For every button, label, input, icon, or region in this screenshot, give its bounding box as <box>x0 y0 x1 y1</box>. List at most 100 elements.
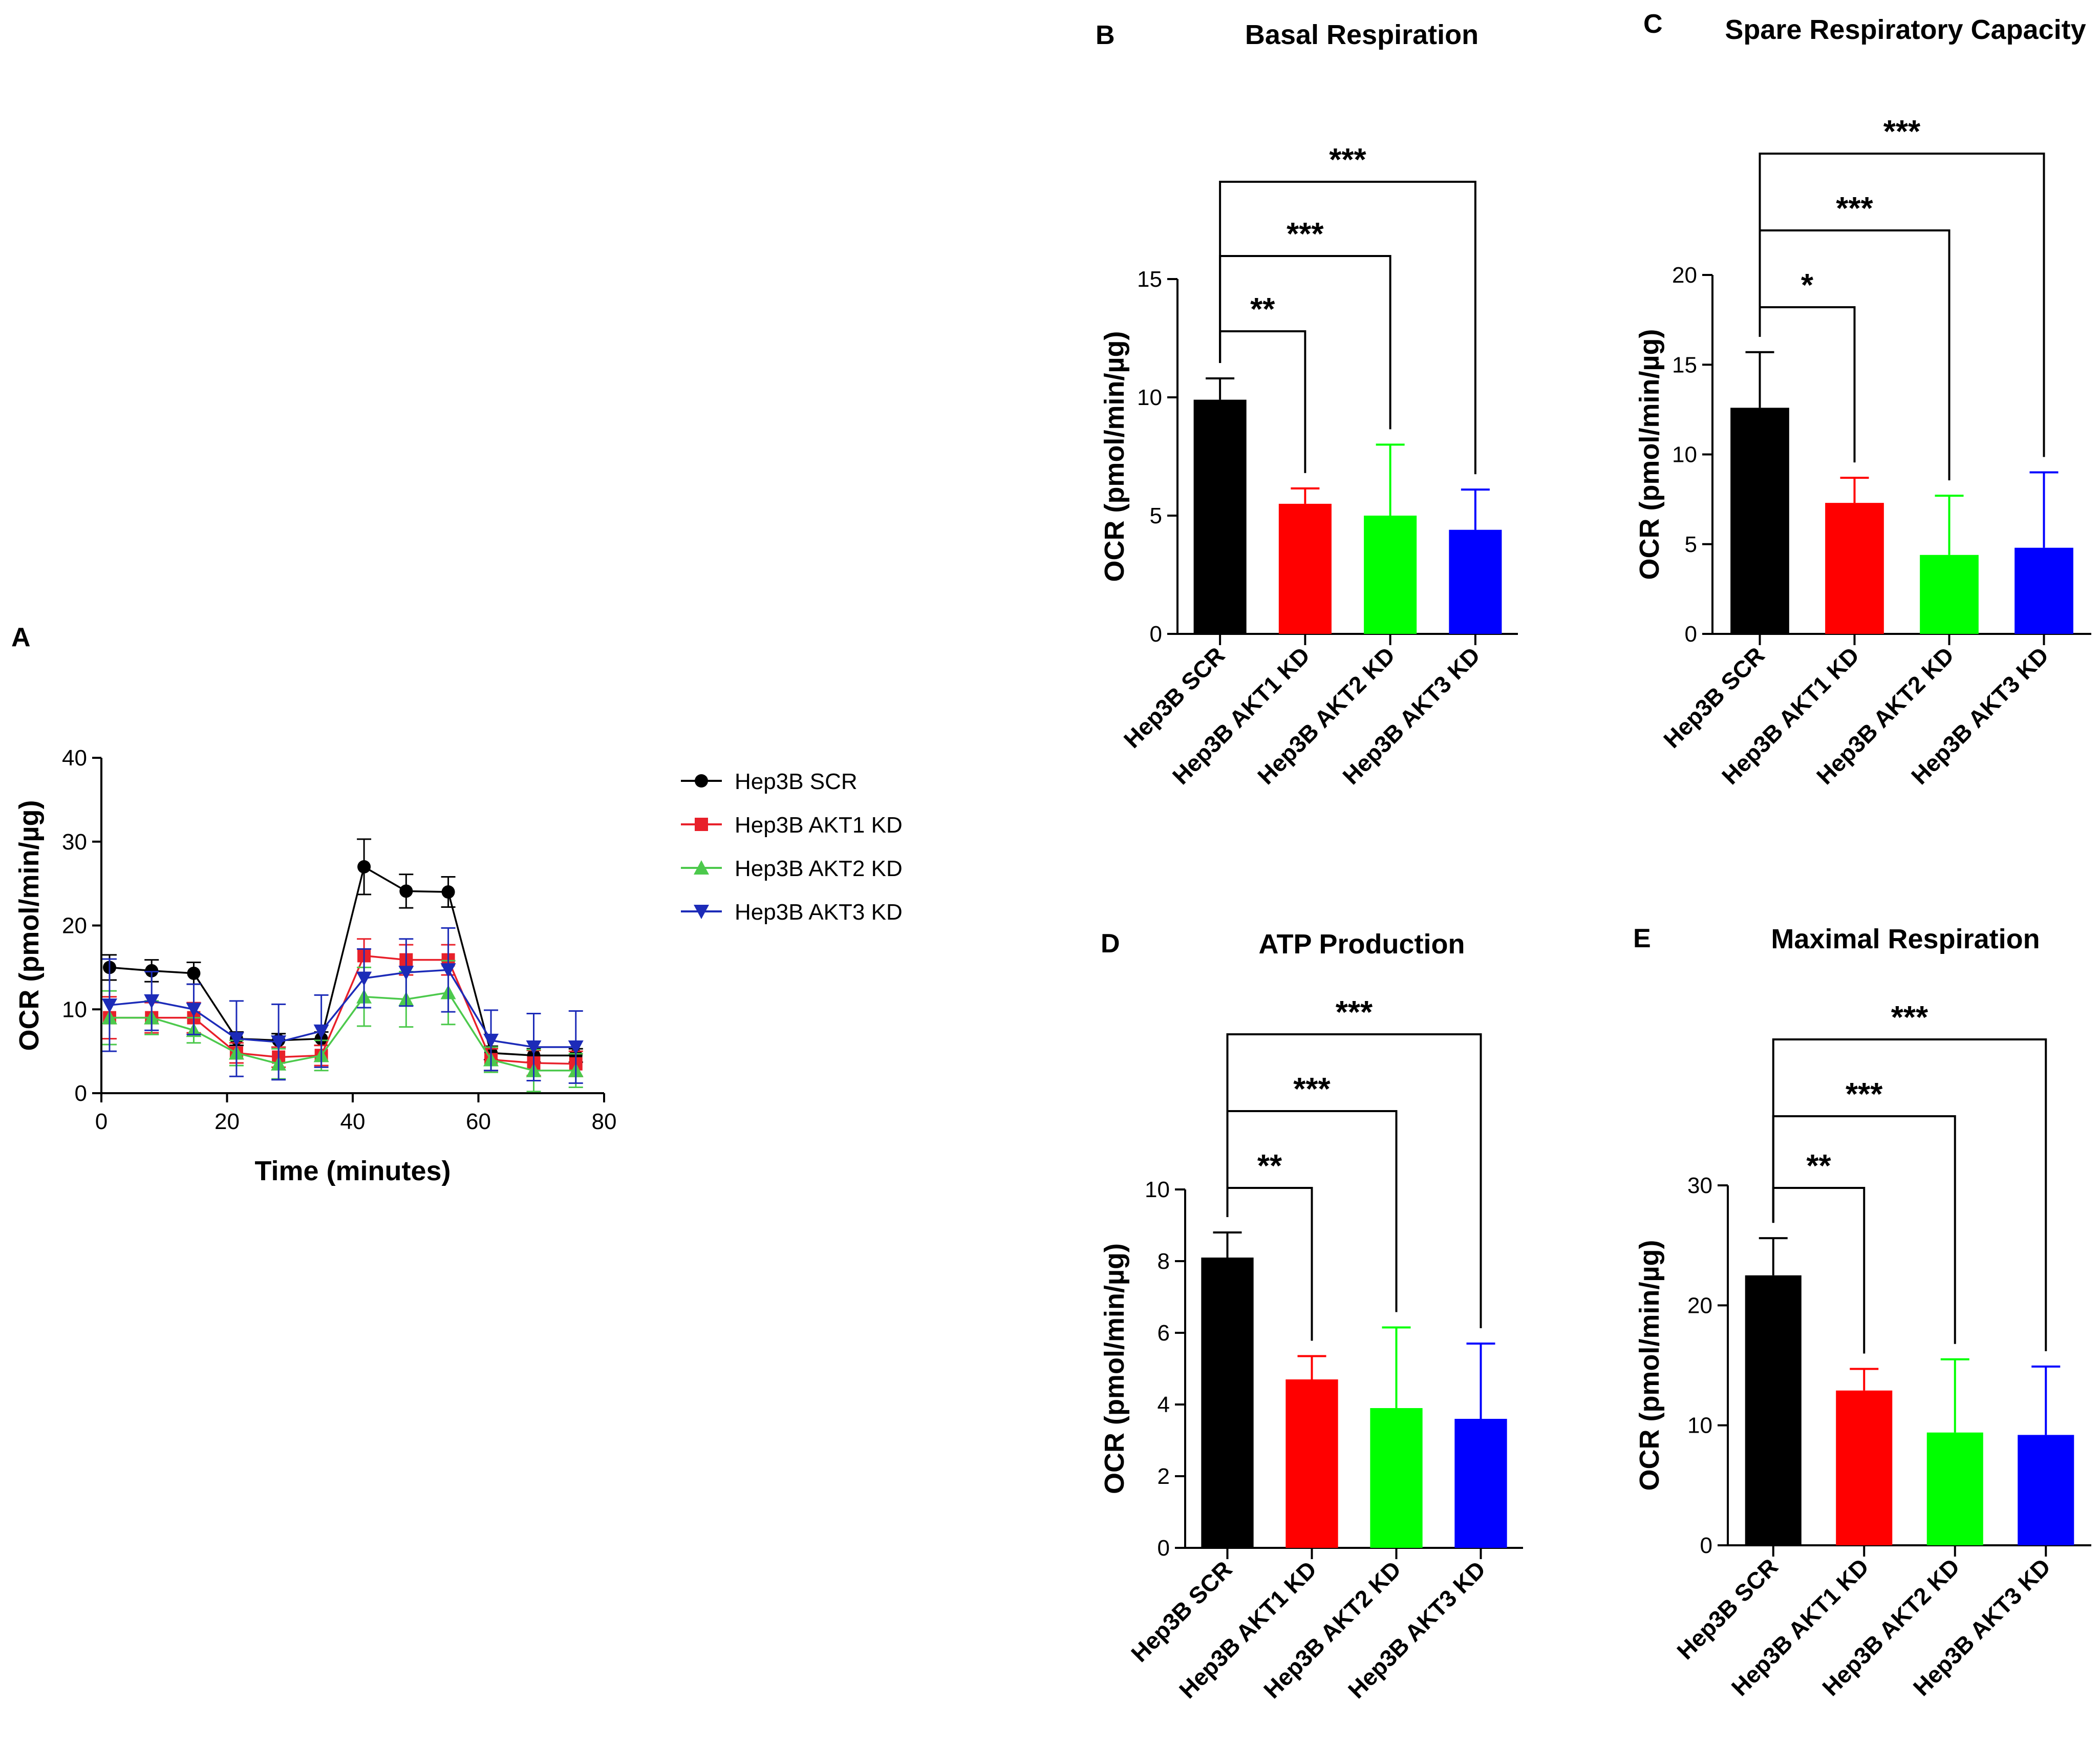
data-point <box>228 1032 244 1047</box>
series-3 <box>101 960 584 1093</box>
panel-letter-e: E <box>1633 924 1651 953</box>
y-axis-label: OCR (pmol/min/µg) <box>14 800 45 1051</box>
bar <box>1454 1419 1507 1548</box>
bar <box>2015 547 2073 634</box>
y-axis-label: OCR (pmol/min/µg) <box>1634 1240 1665 1491</box>
data-point <box>145 964 159 977</box>
significance-label: *** <box>1836 191 1873 226</box>
legend-label: Hep3B AKT2 KD <box>735 856 903 881</box>
panel-b-bar-chart: Basal Respiration 0 5 10 15 OCR (pmol/min/µg)… <box>1099 19 1518 790</box>
data-point <box>357 860 371 874</box>
y-tick-label: 20 <box>1687 1293 1712 1318</box>
significance-label: *** <box>1287 217 1324 252</box>
x-axis-label: Time (minutes) <box>254 1156 451 1186</box>
y-tick-label: 10 <box>62 997 87 1022</box>
bar <box>1278 503 1332 634</box>
y-tick-label: 0 <box>1685 622 1697 647</box>
significance-bracket <box>1226 1033 1482 1328</box>
x-tick-label: 0 <box>95 1109 108 1134</box>
y-tick-label: 20 <box>1672 263 1697 288</box>
y-tick-label: 10 <box>1687 1413 1712 1438</box>
y-tick-label: 20 <box>62 913 87 939</box>
significance-label: ** <box>1806 1148 1831 1184</box>
bar <box>1364 516 1417 634</box>
significance-label: *** <box>1846 1077 1883 1112</box>
y-tick-label: 15 <box>1672 352 1697 377</box>
panel-letter-c: C <box>1643 9 1663 39</box>
series-2 <box>102 938 583 1077</box>
bar <box>1825 503 1884 634</box>
bar <box>1926 1432 1983 1545</box>
data-point <box>695 774 708 788</box>
data-point <box>695 818 708 831</box>
significance-bracket <box>1759 153 2045 457</box>
panel-letter-d: D <box>1101 929 1120 959</box>
x-tick-label: 20 <box>215 1109 240 1134</box>
y-tick-label: 0 <box>1158 1536 1170 1561</box>
data-point <box>399 884 413 898</box>
legend-label: Hep3B SCR <box>735 769 858 794</box>
data-point <box>440 963 456 978</box>
legend-label: Hep3B AKT3 KD <box>735 900 903 925</box>
data-point <box>398 966 414 981</box>
y-tick-label: 2 <box>1158 1464 1170 1489</box>
data-point <box>356 971 372 986</box>
chart-title: ATP Production <box>1259 929 1465 960</box>
y-axis-label: OCR (pmol/min/µg) <box>1099 1243 1130 1494</box>
y-tick-label: 8 <box>1158 1249 1170 1274</box>
data-point <box>187 966 201 980</box>
y-tick-label: 15 <box>1137 267 1162 292</box>
x-tick-label: 80 <box>592 1109 617 1134</box>
data-point <box>144 994 160 1009</box>
significance-label: ** <box>1257 1148 1282 1184</box>
data-point <box>313 1024 329 1039</box>
significance-label: ** <box>1250 292 1275 327</box>
panel-a-line-chart: 0 10 20 30 40 0 20 40 60 80 Time (minutes) OCR (pmo… <box>14 746 616 1186</box>
y-tick-label: 30 <box>62 829 87 855</box>
y-tick-label: 5 <box>1685 532 1697 557</box>
bar <box>1201 1258 1254 1548</box>
y-axis-label: OCR (pmol/min/µg) <box>1099 331 1130 582</box>
data-point <box>186 1003 202 1017</box>
bar <box>1730 408 1789 634</box>
panel-e-bar-chart: Maximal Respiration 0 10 20 30 OCR (pmol/min/… <box>1634 924 2091 1701</box>
data-point <box>441 885 455 899</box>
chart-title: Basal Respiration <box>1245 19 1478 50</box>
series-line <box>109 991 576 1072</box>
bar <box>1920 555 1979 634</box>
y-axis-label: OCR (pmol/min/µg) <box>1634 329 1665 580</box>
significance-bracket <box>1219 181 1476 475</box>
significance-label: * <box>1801 268 1814 303</box>
x-tick-label: 60 <box>466 1109 491 1134</box>
significance-bracket <box>1772 1038 2047 1351</box>
y-tick-label: 6 <box>1158 1321 1170 1346</box>
y-tick-label: 30 <box>1687 1173 1712 1198</box>
y-tick-label: 10 <box>1672 442 1697 467</box>
bar <box>1745 1275 1802 1545</box>
bar <box>1193 399 1247 634</box>
bar <box>1449 529 1502 634</box>
series-line <box>109 969 576 1048</box>
data-point <box>101 998 117 1013</box>
y-tick-label: 0 <box>1700 1533 1712 1558</box>
data-point <box>694 860 709 875</box>
series-4 <box>101 927 584 1084</box>
significance-label: *** <box>1336 995 1373 1030</box>
y-tick-label: 40 <box>62 746 87 771</box>
chart-title: Maximal Respiration <box>1771 924 2040 954</box>
series-line <box>109 865 576 1057</box>
x-tick-label: 40 <box>340 1109 366 1134</box>
y-tick-label: 0 <box>75 1081 87 1106</box>
bar <box>1836 1390 1893 1545</box>
bar <box>1285 1379 1338 1548</box>
y-tick-label: 5 <box>1150 503 1162 528</box>
significance-label: *** <box>1293 1072 1331 1107</box>
y-tick-label: 4 <box>1158 1392 1170 1417</box>
bar <box>1370 1408 1423 1548</box>
significance-label: *** <box>1883 114 1921 150</box>
y-tick-label: 10 <box>1145 1177 1170 1202</box>
panel-a-legend: Hep3B SCR Hep3B AKT1 KD Hep3B AKT2 KD Hep3B… <box>681 769 903 925</box>
significance-label: *** <box>1329 142 1366 178</box>
